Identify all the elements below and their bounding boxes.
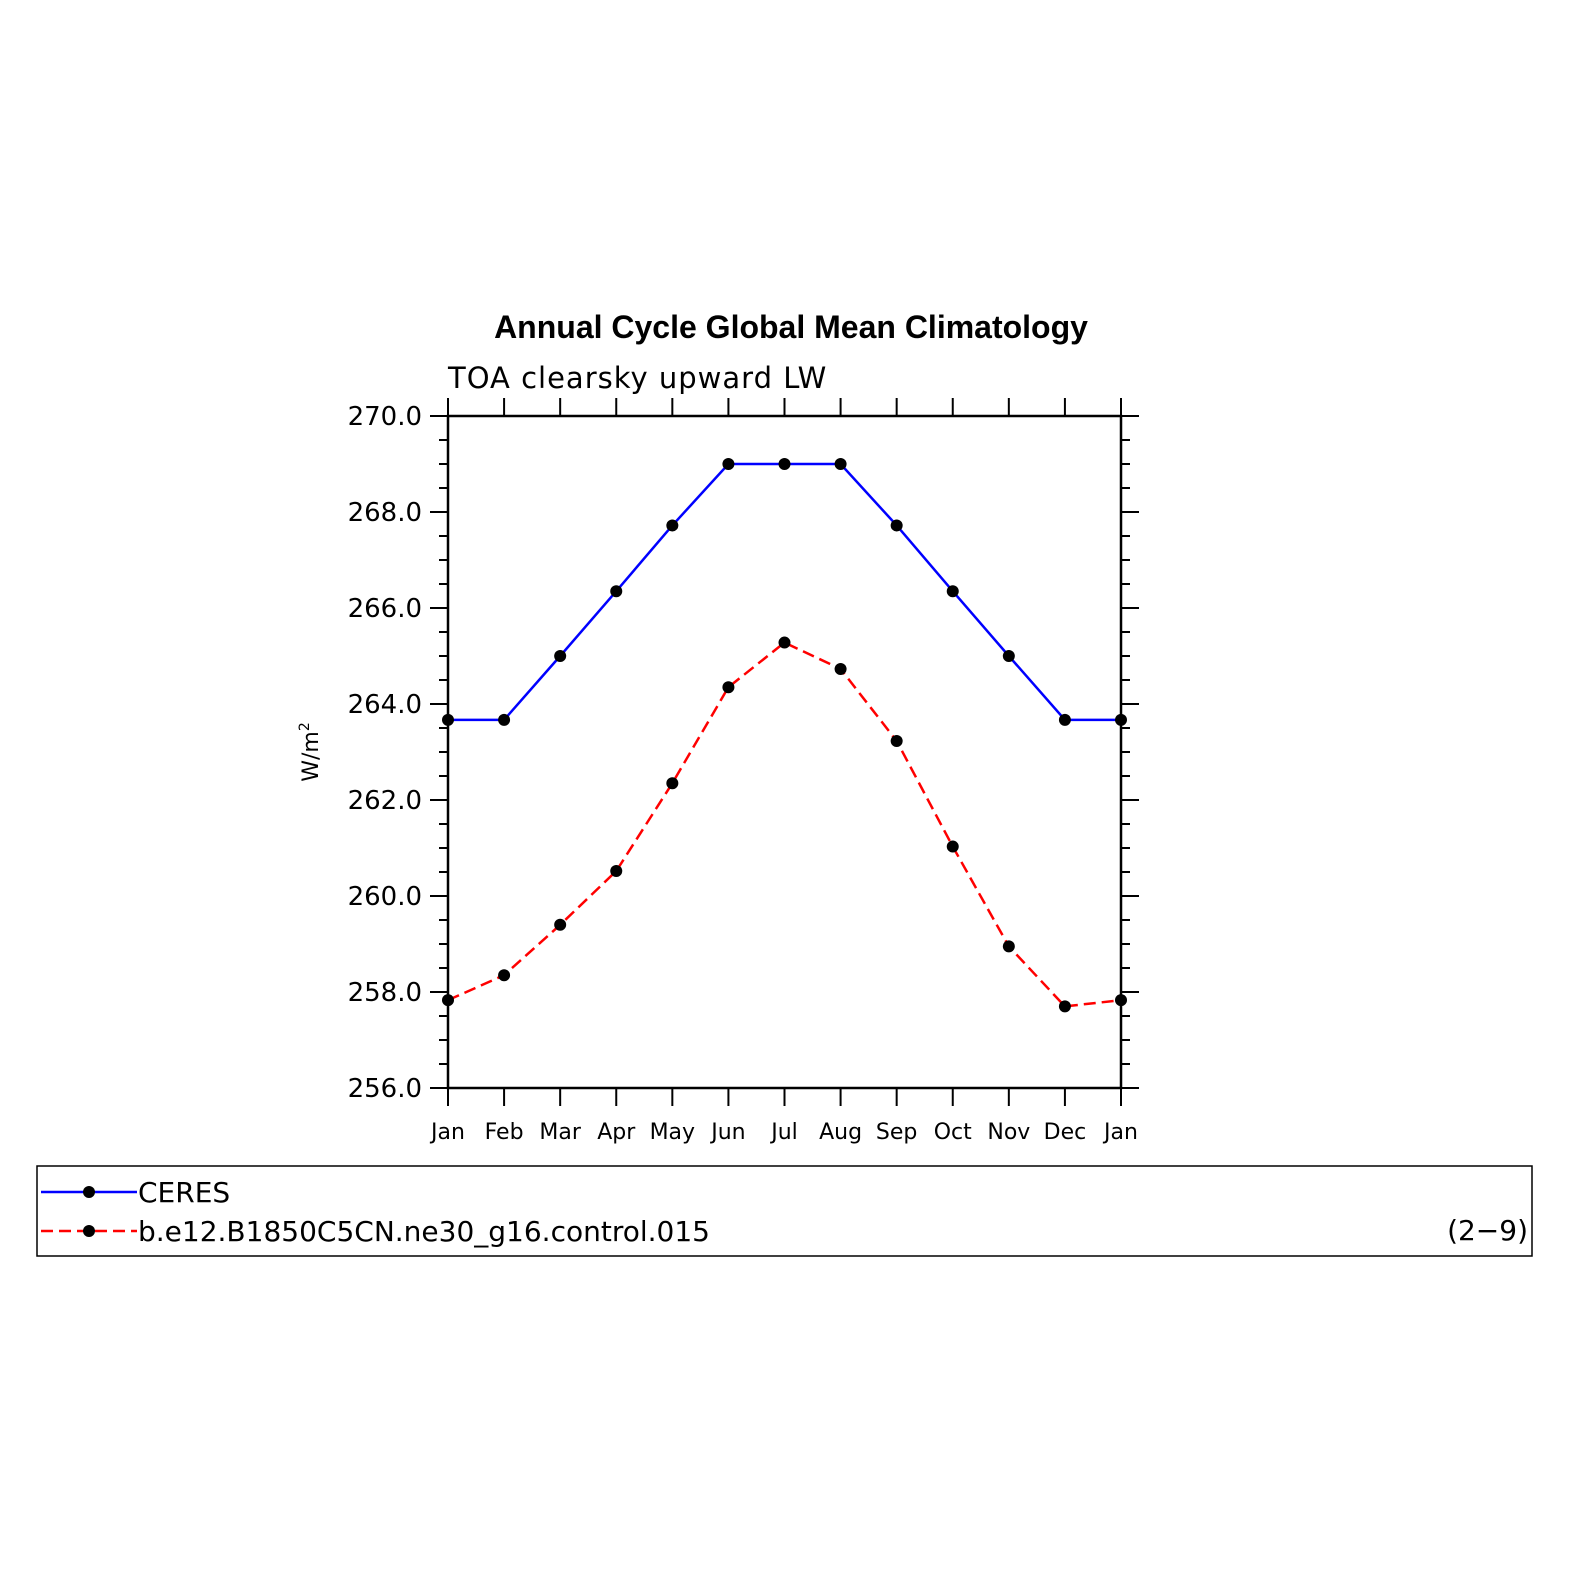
y-tick-label: 256.0 [348, 1074, 422, 1104]
y-tick-label: 268.0 [348, 498, 422, 528]
y-tick-label: 262.0 [348, 786, 422, 816]
legend-note: (2−9) [1447, 1214, 1528, 1247]
legend-box [36, 1165, 1533, 1257]
y-tick-label: 260.0 [348, 882, 422, 912]
y-tick-label: 258.0 [348, 978, 422, 1008]
x-tick-label: Oct [934, 1120, 972, 1145]
series-0-point [946, 585, 959, 598]
series-1-point [442, 994, 454, 1007]
series-1-point [722, 681, 735, 694]
x-tick-label: Nov [987, 1120, 1030, 1145]
y-axis-label: W/m2 [297, 722, 324, 782]
svg-text:W/m2: W/m2 [297, 722, 324, 782]
legend-swatch-marker-0 [83, 1186, 95, 1198]
series-layer [442, 458, 1127, 1013]
x-tick-label: Aug [819, 1120, 862, 1145]
x-tick-label: Feb [485, 1120, 524, 1145]
series-1-point [1115, 994, 1127, 1007]
y-axis: 256.0 258.0 260.0 262.0 264.0 266.0 268.0 270.0 [348, 402, 1139, 1104]
legend-entry-1: b.e12.B1850C5CN.ne30_g16.control.015 [138, 1215, 710, 1248]
series-1-point [1058, 1000, 1071, 1013]
x-tick-label: Mar [539, 1120, 581, 1145]
legend-entry-0: CERES [138, 1176, 230, 1209]
series-0-point [498, 713, 511, 726]
x-axis: Jan Feb Mar Apr May Jun Jul Aug Sep Oct Nov Dec Jan [429, 398, 1138, 1145]
series-1-point [498, 969, 511, 982]
series-0-point [442, 713, 454, 726]
series-0-point [1002, 650, 1015, 662]
series-0-point [666, 519, 679, 532]
series-line-1 [447, 641, 1122, 1008]
x-tick-label: Jun [709, 1120, 745, 1145]
series-0-point [554, 650, 567, 662]
series-1-point [834, 662, 847, 675]
series-1-point [1002, 940, 1015, 953]
legend-swatch-marker-1 [83, 1225, 95, 1237]
series-0-point [610, 585, 623, 598]
x-tick-label: Apr [597, 1120, 636, 1145]
series-1-point [554, 918, 567, 931]
series-1-point [890, 734, 903, 747]
series-0-point [834, 458, 847, 470]
series-line-0 [448, 462, 1121, 722]
series-0-point [1115, 713, 1127, 726]
series-0-point [778, 458, 791, 470]
x-tick-label: Dec [1044, 1120, 1087, 1145]
chart-title: Annual Cycle Global Mean Climatology [494, 309, 1088, 345]
plot-area [446, 414, 1123, 1090]
y-tick-label: 266.0 [348, 594, 422, 624]
y-axis-label-superscript: 2 [297, 722, 313, 731]
plot-border [446, 414, 1123, 1090]
legend: CERES b.e12.B1850C5CN.ne30_g16.control.01… [36, 1165, 1533, 1257]
series-0-point [722, 458, 735, 470]
y-axis-label-base: W/m [299, 731, 324, 782]
x-tick-label: May [650, 1120, 695, 1145]
y-tick-label: 264.0 [348, 690, 422, 720]
x-tick-label: Sep [876, 1120, 917, 1145]
x-tick-label: Jul [769, 1120, 798, 1145]
series-1-point [946, 840, 959, 853]
series-1-point [778, 636, 791, 649]
series-1-point [610, 865, 623, 878]
y-tick-label: 270.0 [348, 402, 422, 432]
series-0-point [1058, 713, 1071, 726]
series-1-point [666, 777, 679, 790]
x-tick-label: Jan [1102, 1120, 1138, 1145]
x-tick-label: Jan [429, 1120, 465, 1145]
series-0-point [890, 519, 903, 532]
chart-subtitle: TOA clearsky upward LW [447, 361, 827, 395]
